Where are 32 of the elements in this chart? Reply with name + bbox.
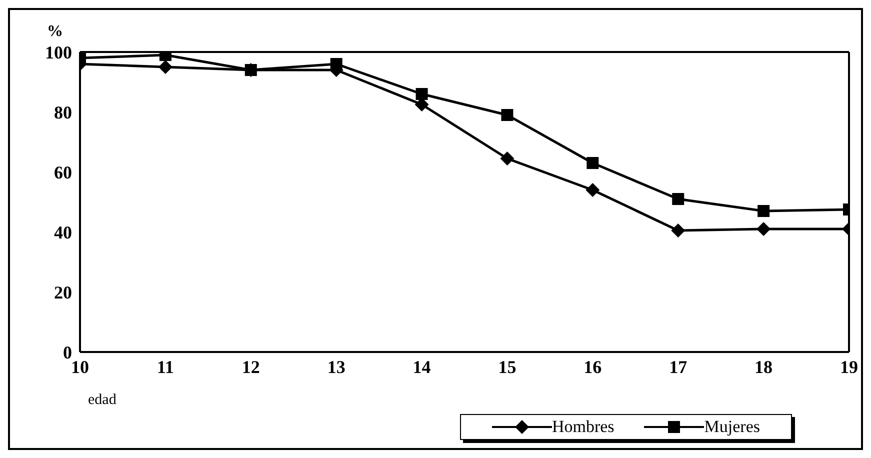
x-tick-label: 18	[754, 356, 773, 377]
y-tick-label: 100	[45, 42, 72, 62]
y-tick-label: 20	[54, 282, 72, 302]
x-tick-label: 13	[327, 356, 346, 377]
y-tick-label: 40	[54, 222, 72, 242]
x-tick-label: 14	[412, 356, 431, 377]
point	[244, 64, 257, 76]
legend-label: Hombres	[552, 417, 614, 437]
x-tick-label: 12	[242, 356, 260, 377]
x-tick-label: 16	[584, 356, 602, 377]
point	[672, 193, 684, 205]
x-tick-label: 17	[669, 356, 688, 377]
x-tick-label: 10	[71, 356, 89, 377]
point	[758, 205, 770, 217]
point	[501, 109, 514, 121]
legend-label: Mujeres	[704, 417, 760, 437]
x-axis-title: edad	[88, 392, 117, 408]
point	[158, 60, 172, 74]
point	[330, 58, 342, 70]
x-tick-label: 11	[156, 356, 174, 377]
y-tick-label: 0	[63, 342, 72, 362]
y-tick-label: 60	[54, 162, 72, 182]
x-tick-label: 19	[840, 356, 858, 377]
point	[500, 152, 514, 166]
point	[416, 88, 428, 100]
point	[586, 157, 599, 169]
point	[756, 222, 771, 236]
y-tick-label: 80	[54, 102, 72, 122]
y-axis-title: %	[47, 23, 63, 40]
point	[586, 183, 600, 197]
point	[671, 224, 686, 238]
x-tick-label: 15	[498, 356, 516, 377]
